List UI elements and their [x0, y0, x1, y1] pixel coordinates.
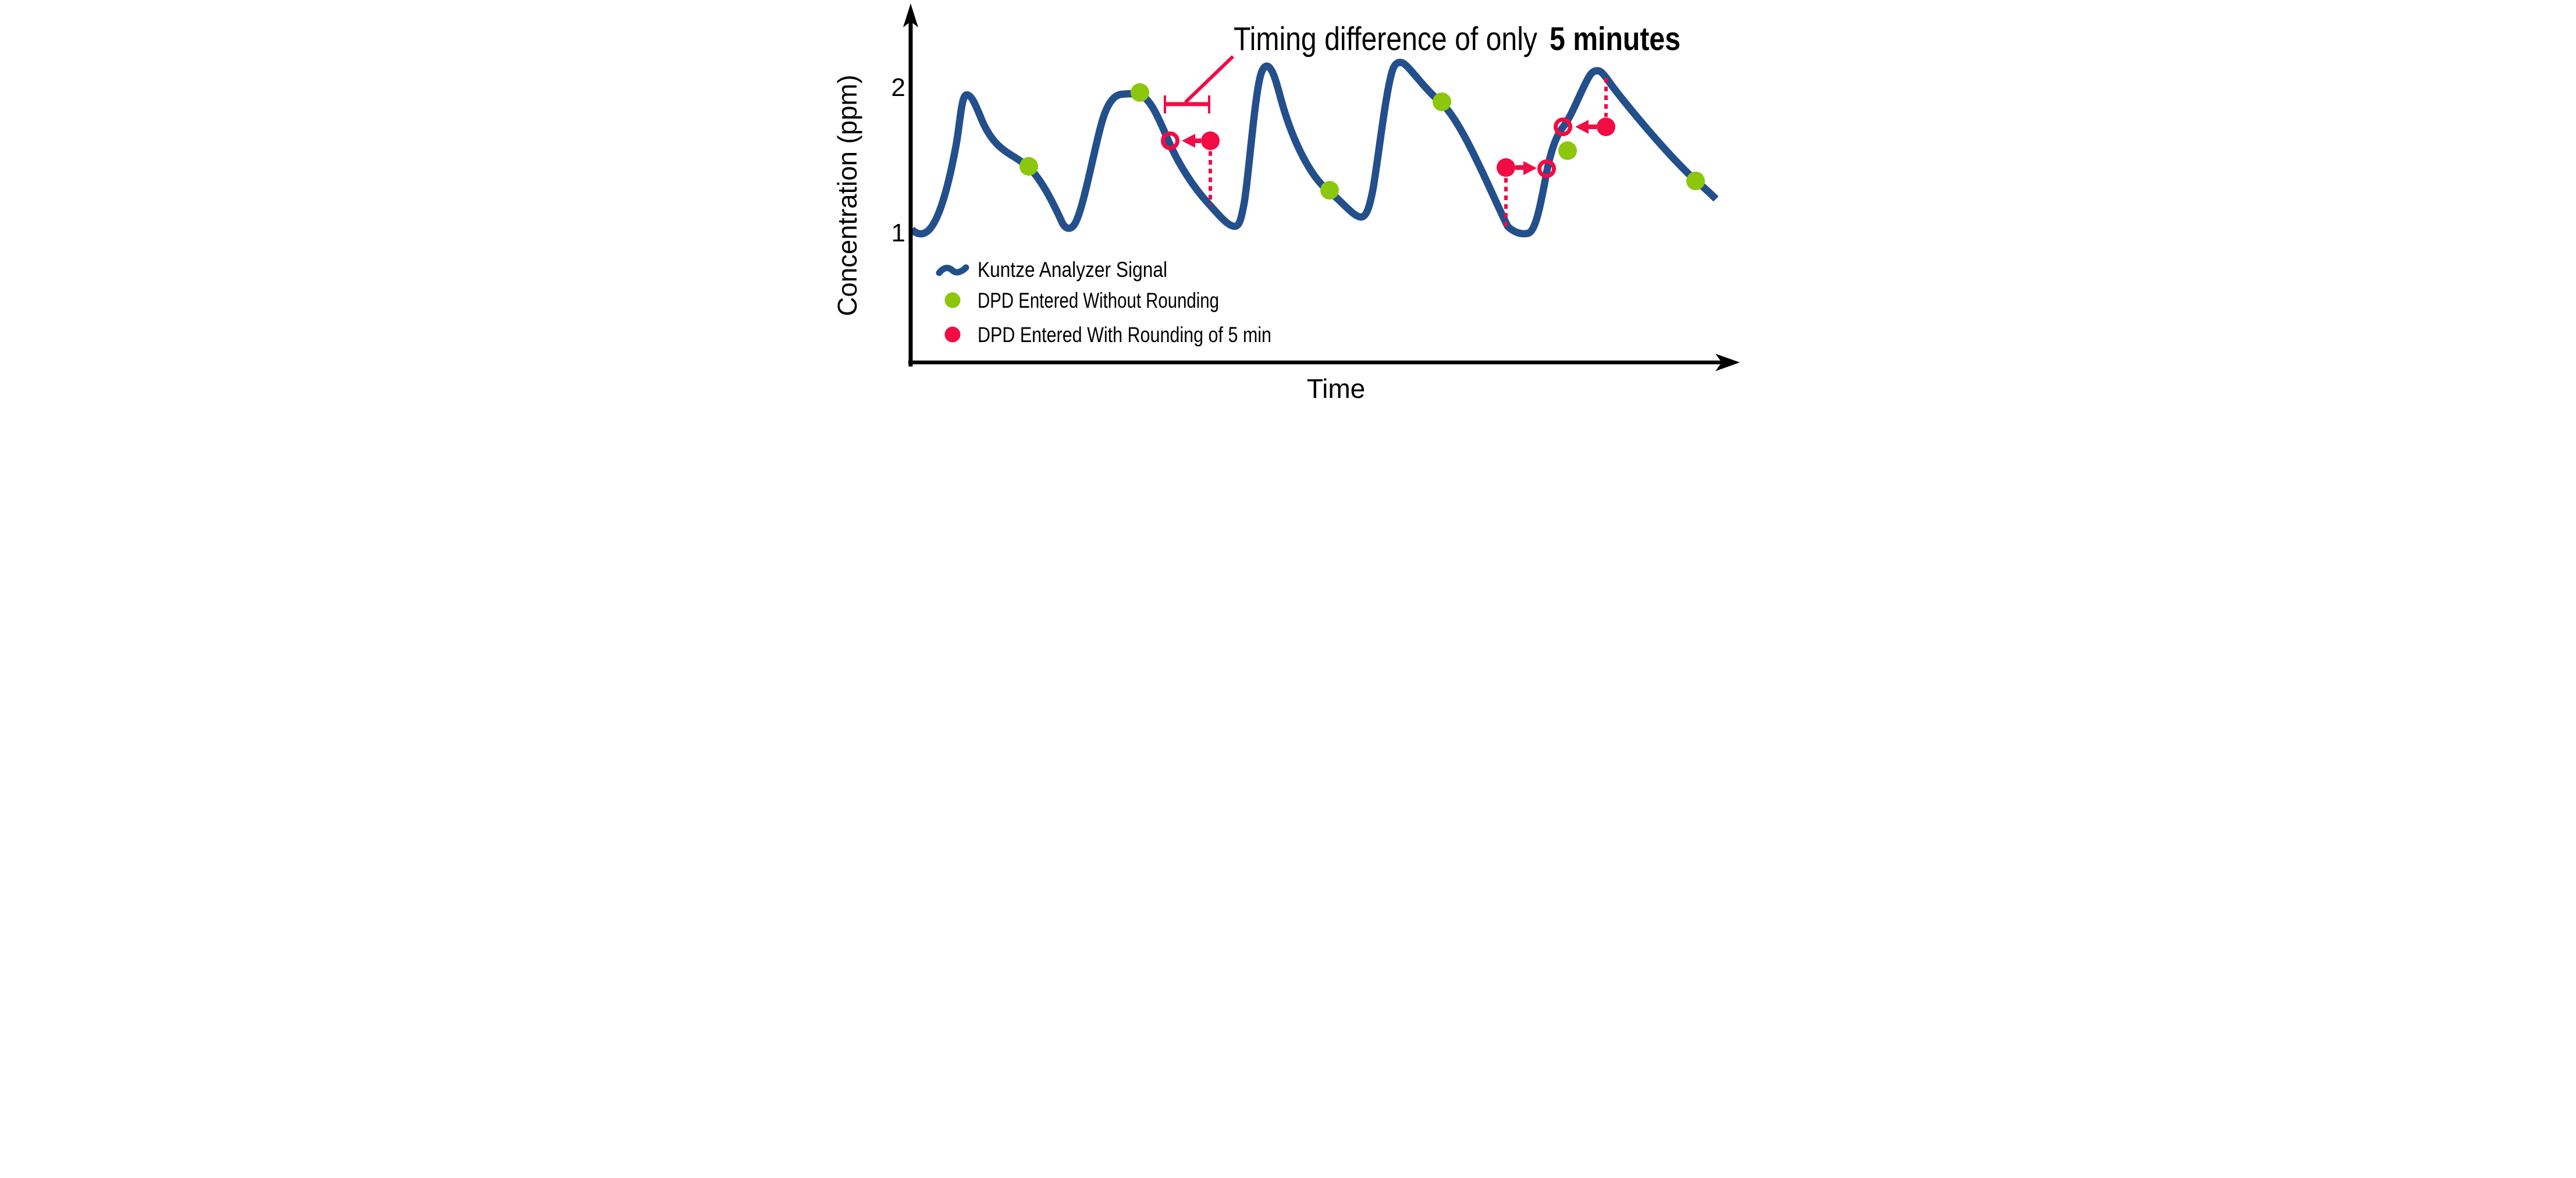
legend-label-without-rounding: DPD Entered Without Rounding [978, 289, 1219, 312]
x-axis-title: Time [1306, 373, 1365, 404]
legend-item-with-rounding: DPD Entered With Rounding of 5 min [944, 323, 1271, 347]
shift-arrow-2 [1515, 161, 1537, 175]
red-dot-icon [944, 326, 960, 343]
dpd-point-without-rounding-4 [1432, 92, 1451, 111]
y-tick-1: 1 [891, 219, 905, 247]
shifted-reading-marker-2 [1537, 159, 1556, 178]
axes [903, 3, 1740, 371]
legend-label-signal: Kuntze Analyzer Signal [978, 258, 1167, 282]
callout-pointer-line [1184, 55, 1234, 104]
callout-text-regular: Timing difference of only [1234, 20, 1537, 58]
dpd-point-without-rounding-2 [1130, 83, 1149, 102]
shift-arrow-3 [1575, 120, 1597, 134]
shift-arrow-1 [1181, 134, 1201, 148]
dpd-point-without-rounding-6 [1686, 172, 1705, 190]
dpd-point-without-rounding-1 [1019, 157, 1038, 176]
legend-item-signal: Kuntze Analyzer Signal [936, 258, 1167, 282]
chart-callout-title: Timing difference of only 5 minutes [1234, 20, 1680, 58]
x-axis-arrowhead-icon [1715, 354, 1740, 371]
dpd-point-with-rounding-3 [1596, 118, 1615, 136]
shifted-reading-marker-1 [1160, 131, 1179, 150]
chart: 2 1 Concentration (ppm) Time Timing diff… [832, 0, 1744, 417]
y-axis-title: Concentration (ppm) [832, 75, 862, 316]
dpd-point-with-rounding-1 [1200, 131, 1220, 150]
legend: Kuntze Analyzer Signal DPD Entered Witho… [936, 258, 1271, 347]
blue-squiggle-icon [936, 264, 969, 276]
chart-background [832, 0, 1744, 417]
y-tick-2: 2 [891, 73, 905, 102]
callout-text-bold: 5 minutes [1550, 20, 1680, 58]
figure-container: 2 1 Concentration (ppm) Time Timing diff… [832, 0, 1744, 417]
dpd-point-without-rounding-5 [1558, 141, 1577, 160]
legend-item-without-rounding: DPD Entered Without Rounding [944, 289, 1219, 312]
green-dot-icon [944, 292, 960, 308]
signal-curve [908, 59, 1718, 238]
y-axis-arrowhead-icon [903, 3, 918, 27]
five-minute-bracket [1163, 95, 1210, 113]
dpd-point-with-rounding-2 [1496, 158, 1515, 177]
dpd-point-without-rounding-3 [1320, 181, 1339, 200]
shifted-reading-marker-3 [1553, 118, 1572, 136]
legend-label-with-rounding: DPD Entered With Rounding of 5 min [978, 323, 1271, 347]
